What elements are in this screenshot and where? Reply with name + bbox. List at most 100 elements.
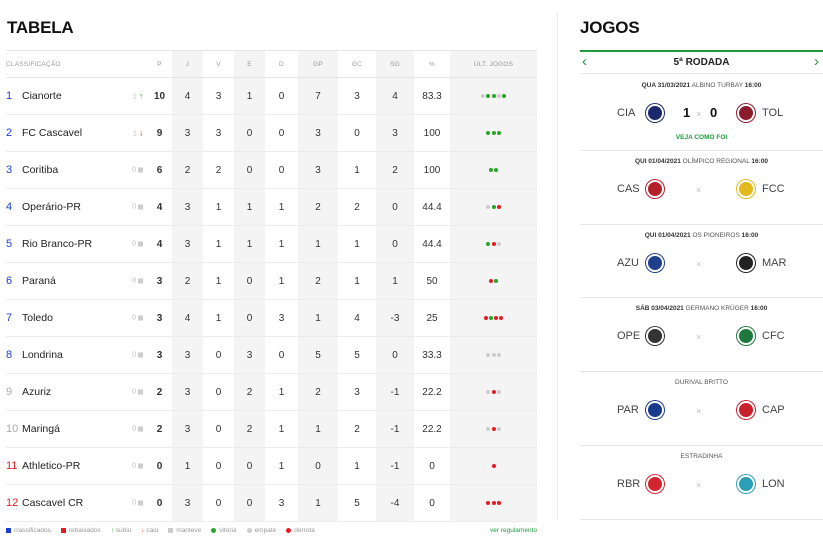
team-name[interactable]: Maringá	[22, 423, 60, 435]
home-team-crest-icon	[646, 401, 664, 419]
stat-p: 4	[147, 188, 172, 226]
versus-icon: ×	[696, 332, 702, 342]
match-card[interactable]: DURIVAL BRITTO PAR CAP ×	[580, 372, 823, 446]
standings-row[interactable]: 12 Cascavel CR 0 0 3 0 0 3 1 5 -4 0	[6, 484, 537, 522]
standings-row[interactable]: 5 Rio Branco-PR 0 4 3 1 1 1 1 1 0 44.4	[6, 225, 537, 263]
draw-dot-icon	[496, 426, 501, 431]
draw-dot-icon	[496, 241, 501, 246]
draw-dot-icon	[496, 352, 501, 357]
team-name[interactable]: Operário-PR	[22, 201, 81, 213]
match-info: QUI 01/04/2021 OS PIONEIROS 16:00	[580, 232, 823, 239]
prev-round-icon[interactable]: ‹	[582, 53, 587, 70]
stat-d: 3	[265, 484, 298, 522]
standings-row[interactable]: 3 Coritiba 0 6 2 2 0 0 3 1 2 100	[6, 151, 537, 189]
stat-p: 10	[147, 77, 172, 115]
match-info: SÁB 03/04/2021 GERMANO KRÜGER 16:00	[580, 305, 823, 312]
team-name[interactable]: Cascavel CR	[22, 497, 84, 509]
stat-v: 0	[203, 447, 234, 485]
win-dot-icon	[494, 278, 499, 283]
header-j: J	[172, 50, 203, 78]
away-team-abbr: CFC	[762, 330, 785, 342]
stat-pct: 50	[414, 262, 450, 300]
square-icon	[138, 204, 143, 210]
stat-sg: 0	[376, 225, 414, 263]
position-number: 11	[6, 460, 18, 472]
away-team-abbr: MAR	[762, 257, 787, 269]
stat-v: 1	[203, 188, 234, 226]
stat-gp: 5	[298, 336, 338, 374]
match-venue: ALBINO TURBAY	[691, 82, 743, 89]
stat-sg: -1	[376, 447, 414, 485]
legend-item: manteve	[168, 527, 201, 534]
stat-d: 1	[265, 225, 298, 263]
standings-row[interactable]: 10 Maringá 0 2 3 0 2 1 1 2 -1 22.2	[6, 410, 537, 448]
win-dot-icon	[491, 130, 496, 135]
movement-count: 0	[132, 203, 136, 211]
stat-sg: -1	[376, 373, 414, 411]
draw-dot-icon	[486, 204, 491, 209]
legend-dot-icon	[211, 527, 217, 533]
team-name[interactable]: Paraná	[22, 275, 56, 287]
legend-item: derrota	[286, 527, 315, 534]
position-number: 12	[6, 497, 19, 509]
standings-row[interactable]: 8 Londrina 0 3 3 0 3 0 5 5 0 33.3	[6, 336, 537, 374]
stat-d: 0	[265, 77, 298, 115]
team-name[interactable]: Londrina	[22, 349, 63, 361]
match-details-link[interactable]: VEJA COMO FOI	[675, 134, 728, 141]
stat-sg: -3	[376, 299, 414, 337]
stat-e: 0	[234, 114, 265, 152]
stat-e: 0	[234, 262, 265, 300]
team-cell: 2 FC Cascavel 1 ↓	[6, 114, 147, 152]
loss-dot-icon	[491, 389, 496, 394]
match-date: QUI 01/04/2021	[644, 232, 691, 239]
match-card[interactable]: QUI 01/04/2021 OS PIONEIROS 16:00 AZU MAR ×	[580, 225, 823, 298]
standings-row[interactable]: 11 Athletico-PR 0 0 1 0 0 1 0 1 -1 0	[6, 447, 537, 485]
team-name[interactable]: Toledo	[22, 312, 53, 324]
team-name[interactable]: FC Cascavel	[22, 127, 83, 139]
stat-pct: 0	[414, 484, 450, 522]
stat-e: 3	[234, 336, 265, 374]
stat-v: 0	[203, 373, 234, 411]
standings-row[interactable]: 9 Azuriz 0 2 3 0 2 1 2 3 -1 22.2	[6, 373, 537, 411]
standings-row[interactable]: 6 Paraná 0 3 2 1 0 1 2 1 1 50	[6, 262, 537, 300]
stat-sg: 4	[376, 77, 414, 115]
team-cell: 5 Rio Branco-PR 0	[6, 225, 147, 263]
square-icon	[138, 500, 143, 506]
standings-row[interactable]: 7 Toledo 0 3 4 1 0 3 1 4 -3 25	[6, 299, 537, 337]
legend-item: classificados	[6, 527, 51, 534]
standings-row[interactable]: 4 Operário-PR 0 4 3 1 1 1 2 2 0 44.4	[6, 188, 537, 226]
home-team-crest-icon	[646, 254, 664, 272]
team-name[interactable]: Azuriz	[22, 386, 52, 398]
team-name[interactable]: Athletico-PR	[22, 460, 81, 472]
stat-v: 2	[203, 151, 234, 189]
square-icon	[138, 315, 143, 321]
team-name[interactable]: Rio Branco-PR	[22, 238, 93, 250]
match-card[interactable]: QUA 31/03/2021 ALBINO TURBAY 16:00 CIA TOL…	[580, 75, 823, 151]
match-card[interactable]: ESTRADINHA RBR LON ×	[580, 446, 823, 520]
legend-square-icon	[6, 527, 11, 533]
match-venue: OS PIONEIROS	[692, 232, 740, 239]
regulation-link[interactable]: ver regulamento	[490, 527, 537, 534]
header-v: V	[203, 50, 234, 78]
match-card[interactable]: QUI 01/04/2021 OLÍMPICO REGIONAL 16:00 CA…	[580, 151, 823, 225]
legend-label: subiu	[115, 527, 132, 534]
stat-gc: 4	[338, 299, 376, 337]
stat-d: 1	[265, 410, 298, 448]
team-name[interactable]: Coritiba	[22, 164, 59, 176]
away-team-crest-icon	[737, 254, 755, 272]
match-time: 16:00	[751, 158, 769, 165]
win-dot-icon	[491, 93, 496, 98]
next-round-icon[interactable]: ›	[814, 53, 819, 70]
square-icon	[138, 241, 143, 247]
loss-dot-icon	[483, 315, 488, 320]
movement-indicator: 0	[132, 204, 143, 211]
team-cell: 6 Paraná 0	[6, 262, 147, 300]
standings-row[interactable]: 2 FC Cascavel 1 ↓ 9 3 3 0 0 3 0 3 100	[6, 114, 537, 152]
team-name[interactable]: Cianorte	[22, 90, 62, 102]
team-cell: 8 Londrina 0	[6, 336, 147, 374]
stat-j: 3	[172, 225, 203, 263]
movement-count: 0	[132, 351, 136, 359]
match-card[interactable]: SÁB 03/04/2021 GERMANO KRÜGER 16:00 OPE CF…	[580, 298, 823, 372]
standings-row[interactable]: 1 Cianorte 1 ↑ 10 4 3 1 0 7 3 4 83.3	[6, 77, 537, 115]
stat-sg: 1	[376, 262, 414, 300]
